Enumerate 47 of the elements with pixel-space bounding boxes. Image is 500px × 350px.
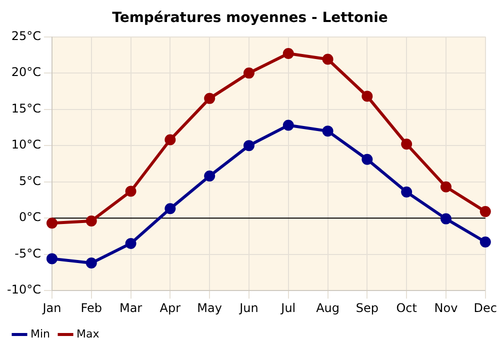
x-tick-label: Nov bbox=[434, 300, 458, 315]
point bbox=[46, 253, 58, 264]
x-tick-label: Feb bbox=[80, 300, 102, 315]
point bbox=[86, 215, 97, 226]
point bbox=[480, 236, 491, 248]
y-tick-label: 15°C bbox=[11, 101, 41, 116]
legend-label: Min bbox=[30, 327, 50, 340]
point bbox=[164, 134, 176, 146]
x-tick-label: Jul bbox=[280, 300, 296, 315]
point bbox=[322, 54, 334, 65]
point bbox=[440, 213, 452, 224]
y-tick-label: 0°C bbox=[18, 210, 41, 224]
point bbox=[46, 218, 58, 229]
x-tick-label: Dec bbox=[474, 300, 498, 315]
y-tick-label: -10°C bbox=[6, 282, 41, 297]
x-tick-label: Jan bbox=[42, 300, 62, 315]
point bbox=[401, 186, 412, 198]
x-tick-label: May bbox=[197, 300, 222, 315]
x-tick-label: Sep bbox=[356, 300, 378, 315]
y-tick-label: 20°C bbox=[11, 65, 41, 80]
point bbox=[282, 48, 294, 59]
x-tick-label: Aug bbox=[316, 300, 340, 315]
point bbox=[243, 68, 254, 79]
y-tick-label: 10°C bbox=[11, 138, 41, 152]
x-tick-label: Jun bbox=[238, 300, 258, 315]
x-tick-label: Oct bbox=[396, 300, 418, 315]
point bbox=[480, 206, 491, 218]
point bbox=[204, 92, 216, 104]
point bbox=[440, 181, 452, 192]
point bbox=[204, 170, 216, 182]
point bbox=[125, 238, 136, 249]
y-tick-label: 5°C bbox=[18, 174, 41, 188]
point bbox=[322, 126, 334, 137]
point bbox=[362, 90, 373, 102]
point bbox=[86, 258, 97, 269]
legend-label: Max bbox=[76, 327, 100, 340]
x-tick-label: Mar bbox=[119, 300, 142, 315]
y-tick-label: 25°C bbox=[11, 28, 41, 43]
y-tick-label: -5°C bbox=[14, 246, 41, 260]
point bbox=[282, 120, 294, 131]
chart-title: Températures moyennes - Lettonie bbox=[112, 10, 388, 26]
point bbox=[125, 186, 136, 197]
point bbox=[401, 138, 412, 150]
point bbox=[243, 140, 254, 152]
point bbox=[362, 154, 373, 165]
point bbox=[164, 203, 176, 214]
x-tick-label: Apr bbox=[160, 300, 181, 315]
